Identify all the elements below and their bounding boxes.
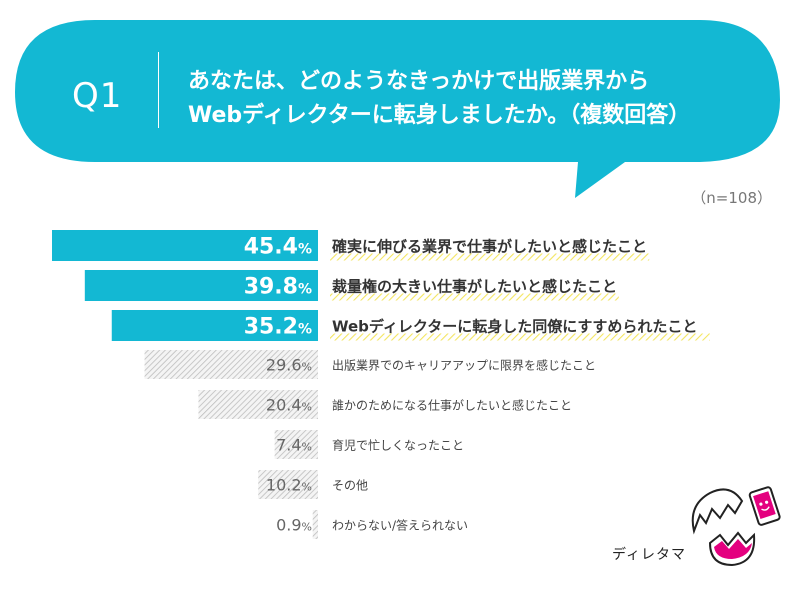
- bubble-shape: [15, 20, 780, 198]
- question-bubble: [15, 20, 780, 198]
- bar-7: [258, 470, 318, 499]
- category-label-6: 育児で忙しくなったこと: [332, 438, 464, 453]
- bar-6: [274, 430, 318, 459]
- category-label-4: 出版業界でのキャリアアップに限界を感じたこと: [332, 358, 596, 373]
- value-label-5: 20.4%: [266, 396, 312, 415]
- cracked-egg-mascot-icon: [691, 486, 781, 567]
- label-highlight-2: [330, 293, 619, 301]
- bar-2: [84, 270, 318, 301]
- question-divider: [158, 52, 159, 128]
- value-label-1: 45.4%: [244, 235, 312, 260]
- bar-4: [144, 350, 318, 379]
- value-label-6: 7.4%: [276, 436, 312, 455]
- label-highlight-3: [330, 333, 710, 341]
- brand-logo-text: ディレタマ: [612, 547, 687, 563]
- label-highlight-1: [330, 253, 650, 261]
- question-text-line1: あなたは、どのようなきっかけで出版業界から: [188, 69, 650, 94]
- bar-3: [111, 310, 318, 341]
- bar-chart: 45.4% 確実に伸びる業界で仕事がしたいと感じたこと 39.8% 裁量権の大きい仕事…: [52, 230, 710, 539]
- bar-8: [312, 510, 318, 539]
- value-label-4: 29.6%: [266, 356, 312, 375]
- category-label-2: 裁量権の大きい仕事がしたいと感じたこと: [332, 278, 617, 296]
- category-label-7: その他: [332, 479, 368, 493]
- bar-1: [52, 230, 318, 261]
- value-label-3: 35.2%: [244, 315, 312, 340]
- value-label-8: 0.9%: [276, 516, 312, 535]
- category-label-8: わからない/答えられない: [332, 518, 468, 533]
- question-text-line2: Webディレクターに転身しましたか。（複数回答）: [188, 103, 691, 128]
- category-label-1: 確実に伸びる業界で仕事がしたいと感じたこと: [331, 238, 647, 256]
- bar-5: [198, 390, 318, 419]
- sample-size-label: （n=108）: [691, 189, 772, 207]
- question-number: Q1: [72, 76, 123, 116]
- category-label-5: 誰かのためになる仕事がしたいと感じたこと: [332, 398, 572, 413]
- value-label-7: 10.2%: [266, 476, 312, 495]
- category-label-3: Webディレクターに転身した同僚にすすめられたこと: [332, 318, 697, 336]
- value-label-2: 39.8%: [244, 275, 312, 300]
